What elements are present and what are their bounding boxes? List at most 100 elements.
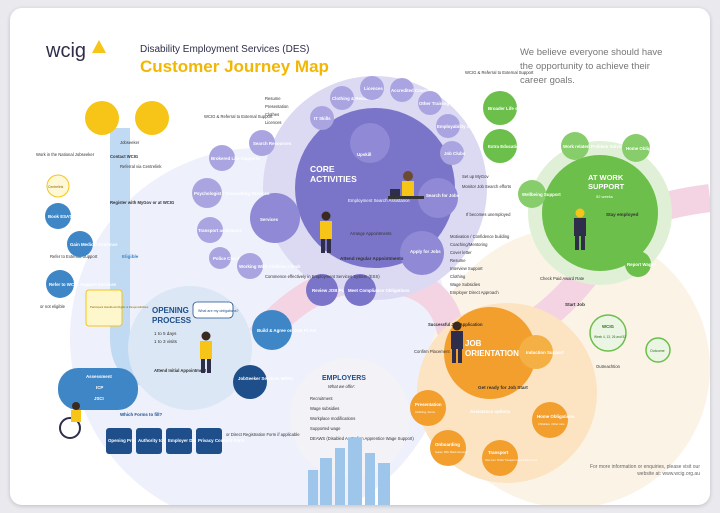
resume-item: Licences (265, 120, 282, 125)
upskill-label: Upskill (357, 152, 371, 157)
work-title-1: AT WORK (588, 173, 624, 182)
broader-life-node[interactable] (483, 91, 517, 125)
assessment-label: Assessment (86, 374, 112, 379)
onboarding-node[interactable] (430, 430, 466, 466)
jobseeker-menu-node[interactable] (233, 365, 267, 399)
opening-visits: 1 to 3 visits (154, 339, 178, 344)
work-title-2: SUPPORT (588, 182, 625, 191)
resume-item: Resume (265, 96, 281, 101)
home-obligations-work-node[interactable] (622, 134, 650, 162)
header-subtitle: Disability Employment Services (DES) (140, 44, 310, 55)
left-journey-labels: Jobseeker Contact WCIG Register with MyG… (36, 140, 174, 309)
upskill-item: Other Training Courses (419, 101, 468, 106)
job-orientation-circle (444, 307, 536, 399)
eligible-label: Eligible (122, 254, 139, 259)
apply-jobs-node[interactable] (400, 231, 444, 275)
employers-item: Wage subsidies (310, 406, 339, 411)
get-ready-label: Get ready for Job Start (478, 385, 528, 390)
gain-medical-node[interactable] (67, 231, 93, 257)
meet-obligations-node[interactable] (344, 274, 376, 306)
direct-registration-label: or Direct Registration Form if applicabl… (226, 432, 300, 437)
form-card[interactable] (166, 428, 192, 454)
jsci-label: JSCI (94, 396, 104, 401)
services-item: Transport assistance (198, 228, 242, 233)
becomes-unemployed-label: If becomes unemployed (466, 212, 511, 217)
apply-item: Clothing (450, 274, 466, 279)
attend-regular-label: Attend regular Appointments (340, 256, 404, 261)
home-obligations-node[interactable] (532, 402, 568, 438)
book-esat-label: Book ESAT Assessment (48, 214, 99, 219)
refer-external-label: Refer to External Support (50, 254, 98, 259)
upskill-item: Job Clubs (444, 151, 466, 156)
referral-label: Referral via Centrelink (120, 164, 162, 169)
presentation-label: Presentation (415, 402, 442, 407)
employers-item: Supported wage (310, 426, 341, 431)
outcome-node[interactable] (645, 337, 671, 363)
services-label: Services (260, 217, 279, 222)
assistance-label: Assistance options (470, 409, 511, 414)
onboarding-label: Onboarding (435, 442, 460, 447)
onboarding-sub: Super, IRD, Bank Account (435, 450, 468, 454)
contact-wcig-label: Contact WCIG (110, 154, 138, 159)
brand-logo[interactable]: wcig (46, 40, 136, 64)
worker-illustration (574, 208, 586, 250)
not-eligible-label: or not eligible (40, 304, 66, 309)
upskill-items: IT Skills Clothing & Resources Licences … (310, 76, 479, 165)
presentation-node[interactable] (410, 390, 446, 426)
jobseeker-label: Jobseeker (120, 140, 140, 145)
review-job-plan-label: Review JOB PLAN (312, 288, 351, 293)
extra-education-node[interactable] (483, 129, 517, 163)
employers-sub: What we offer: (328, 384, 355, 389)
orientation-title-1: JOB (465, 339, 482, 348)
core-center-text: Employment Search Assistance (348, 198, 410, 203)
form-name: Privacy Consent Form (198, 438, 245, 443)
form-card[interactable] (196, 428, 222, 454)
problem-solving-label: Work related Problem Solving (563, 144, 626, 149)
home-obligations-label: Home Obligations (537, 414, 575, 419)
book-esat-node[interactable] (45, 203, 71, 229)
services-item: Psychologist / Counselling Services (194, 191, 270, 196)
logo-text: wcig (46, 40, 87, 62)
work-national-label: Work in the National Jobseeker (36, 152, 95, 157)
work-weeks: 52 weeks (596, 194, 613, 199)
register-label: Register with MyGov or at WCIG (110, 200, 174, 205)
wcig-weeks-title: WCIG (602, 324, 615, 329)
tagline: We believe everyone should have the oppo… (520, 47, 663, 86)
apply-item: Resume (450, 258, 466, 263)
confirm-placement-label: Confirm Placement (414, 349, 450, 354)
upskill-item: Clothing & Resources (332, 96, 378, 101)
employers-items: Recruitment Wage subsidies Workplace mod… (310, 396, 414, 441)
icp-label: ICP (96, 385, 103, 390)
induction-node[interactable] (519, 335, 553, 369)
transport-node[interactable] (482, 440, 518, 476)
work-ref-label: WCIG & Referral to External Support (465, 70, 534, 75)
upskill-item: Licences (364, 86, 383, 91)
upskill-node[interactable] (350, 123, 390, 163)
services-node[interactable] (250, 193, 300, 243)
stay-employed-label: Stay employed (606, 212, 639, 217)
refer-support-node[interactable] (46, 270, 74, 298)
form-card[interactable] (106, 428, 132, 454)
search-item: Monitor Job Search efforts (462, 184, 511, 189)
jobseeker-avatar-1 (85, 101, 119, 135)
wheelchair-user-illustration (59, 402, 81, 439)
attend-initial-label: Attend Initial Appointment (154, 368, 207, 373)
build-job-plan-label: Build & Agree on JOB PLAN (257, 328, 316, 333)
search-jobs-node[interactable] (418, 178, 458, 218)
logo-mark-icon (92, 40, 107, 53)
build-job-plan-node[interactable] (252, 310, 292, 350)
wcig-weeks-text: Week 4, 13, 26 and 52 (594, 335, 626, 339)
resume-item: Clothes (265, 112, 279, 117)
core-title-2: ACTIVITIES (310, 174, 357, 184)
handbook-card[interactable] (85, 289, 123, 327)
form-card[interactable] (136, 428, 162, 454)
problem-solving-node[interactable] (561, 132, 589, 160)
employers-item: DEAWS (Disabled Australian Apprentice Wa… (310, 436, 414, 441)
centrelink-node[interactable] (46, 174, 70, 198)
forms-row: Opening Process Form Authority to Bank &… (106, 428, 245, 454)
review-job-plan-node[interactable] (306, 274, 338, 306)
wcig-weeks-node[interactable] (589, 314, 627, 352)
woman-with-phone-illustration (451, 321, 463, 363)
wellbeing-node[interactable] (518, 180, 546, 208)
report-wages-node[interactable] (625, 251, 651, 277)
